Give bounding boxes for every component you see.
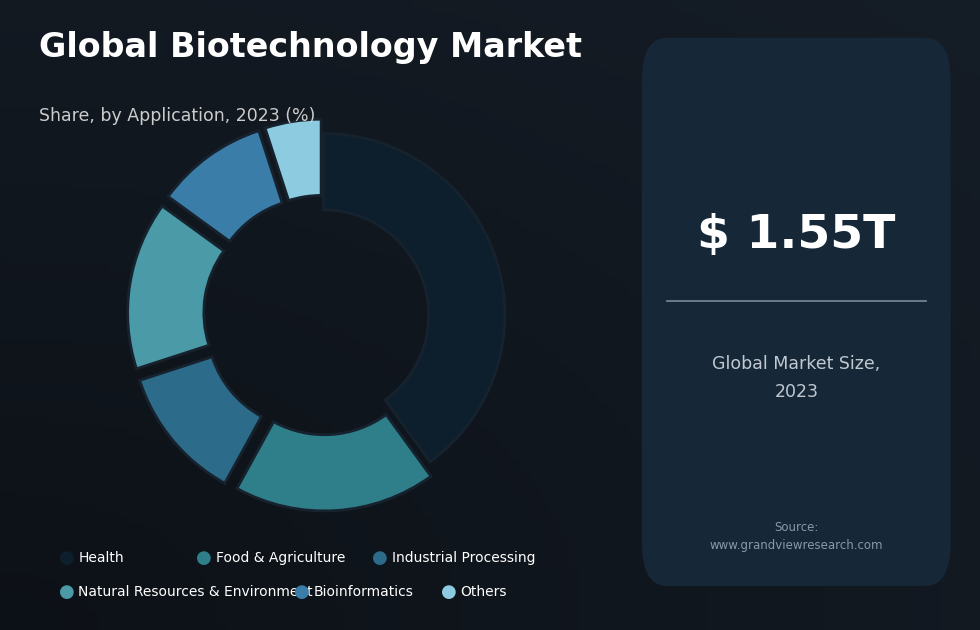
Text: Global Market Size,
2023: Global Market Size, 2023 — [712, 355, 880, 401]
Wedge shape — [169, 130, 282, 241]
Wedge shape — [265, 119, 321, 200]
Text: ●: ● — [441, 583, 457, 601]
Wedge shape — [127, 206, 223, 369]
Text: ●: ● — [294, 583, 310, 601]
Text: Natural Resources & Environment: Natural Resources & Environment — [78, 585, 313, 599]
Text: Source:
www.grandviewresearch.com: Source: www.grandviewresearch.com — [710, 521, 883, 552]
Text: Industrial Processing: Industrial Processing — [392, 551, 535, 564]
Wedge shape — [237, 415, 431, 511]
FancyBboxPatch shape — [642, 38, 951, 586]
Text: Health: Health — [78, 551, 124, 564]
Text: Global Biotechnology Market: Global Biotechnology Market — [39, 32, 582, 64]
Text: $ 1.55T: $ 1.55T — [697, 212, 896, 258]
Text: Share, by Application, 2023 (%): Share, by Application, 2023 (%) — [39, 107, 316, 125]
Text: Others: Others — [461, 585, 507, 599]
Text: Food & Agriculture: Food & Agriculture — [216, 551, 345, 564]
Text: ●: ● — [59, 549, 74, 566]
Wedge shape — [140, 357, 262, 483]
Text: Bioinformatics: Bioinformatics — [314, 585, 414, 599]
Text: ●: ● — [196, 549, 212, 566]
Text: ●: ● — [372, 549, 388, 566]
Wedge shape — [323, 134, 505, 462]
Text: ●: ● — [59, 583, 74, 601]
